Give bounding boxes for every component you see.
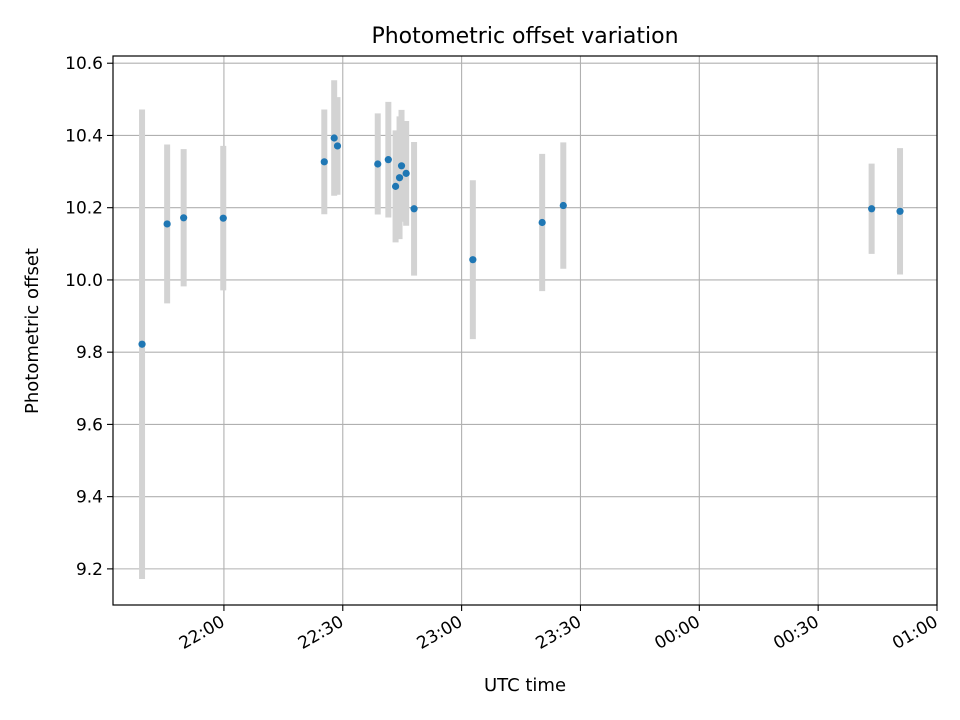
data-point bbox=[219, 214, 227, 222]
data-point bbox=[395, 174, 404, 182]
data-point bbox=[138, 340, 146, 348]
y-tick-label: 10.6 bbox=[65, 54, 103, 74]
data-point bbox=[330, 134, 338, 142]
x-axis-label: UTC time bbox=[484, 675, 566, 696]
plot-frame bbox=[112, 55, 938, 606]
data-point bbox=[384, 156, 392, 164]
y-tick-label: 10.4 bbox=[65, 126, 103, 146]
data-point bbox=[896, 207, 904, 215]
data-point bbox=[374, 160, 382, 168]
error-bars bbox=[139, 80, 904, 579]
y-tick-label: 9.8 bbox=[76, 343, 103, 363]
y-tick-label: 9.2 bbox=[76, 560, 103, 580]
x-axis-ticks: 22:00 22:30 23:00 23:30 00:00 00:30 01:00 bbox=[176, 605, 942, 654]
x-tick-label: 22:30 bbox=[295, 612, 347, 654]
x-tick-label: 23:00 bbox=[414, 612, 466, 654]
y-tick-label: 10.0 bbox=[65, 271, 103, 291]
y-tick-label: 10.2 bbox=[65, 199, 103, 219]
data-point bbox=[391, 182, 400, 190]
x-tick-label: 22:00 bbox=[176, 612, 228, 654]
data-point bbox=[868, 205, 876, 213]
data-point bbox=[180, 214, 188, 222]
y-axis-label: Photometric offset bbox=[22, 248, 43, 414]
x-tick-label: 00:00 bbox=[651, 612, 703, 654]
data-point bbox=[469, 256, 477, 264]
data-point bbox=[538, 218, 546, 227]
x-tick-label: 00:30 bbox=[770, 612, 822, 654]
data-point bbox=[559, 201, 567, 210]
y-tick-label: 9.4 bbox=[76, 488, 103, 508]
data-point bbox=[320, 158, 328, 166]
x-tick-label: 23:30 bbox=[533, 612, 585, 654]
grid-lines bbox=[113, 56, 938, 605]
y-tick-label: 9.6 bbox=[76, 415, 103, 435]
y-axis-ticks: 9.2 9.4 9.6 9.8 10.0 10.2 10.4 10.6 bbox=[65, 54, 113, 580]
data-point bbox=[410, 205, 418, 213]
chart-title: Photometric offset variation bbox=[371, 24, 678, 49]
data-point bbox=[397, 162, 406, 170]
data-point bbox=[402, 169, 410, 177]
data-point bbox=[163, 220, 171, 228]
x-tick-label: 01:00 bbox=[889, 612, 941, 654]
data-points bbox=[138, 134, 904, 348]
data-point bbox=[333, 142, 342, 150]
